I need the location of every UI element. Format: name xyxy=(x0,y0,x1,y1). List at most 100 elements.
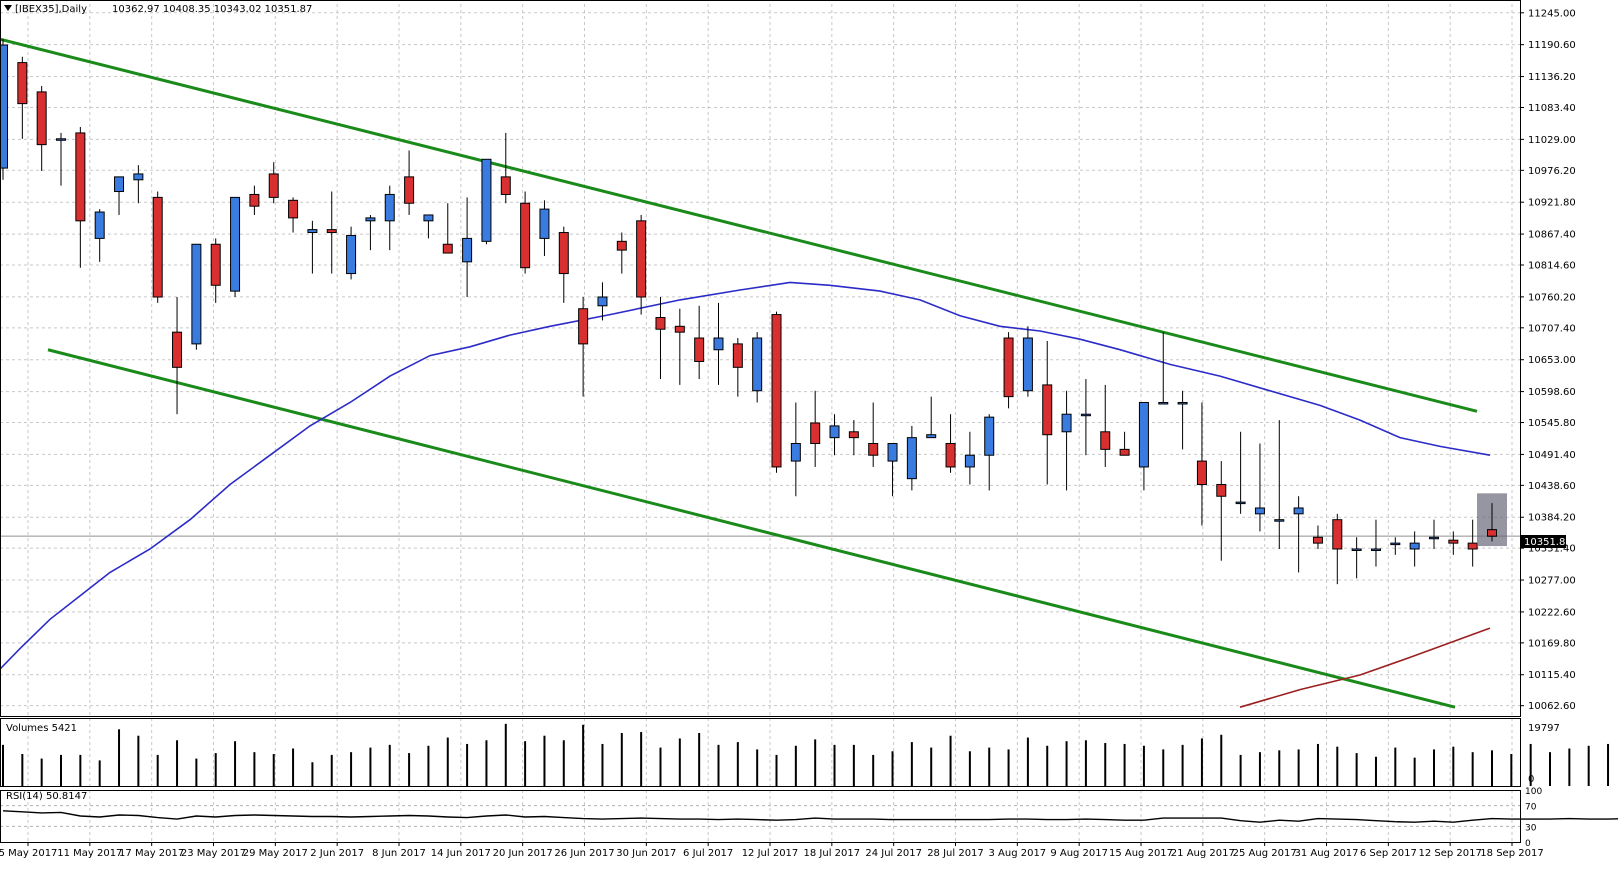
volume-max-label: 19797 xyxy=(1528,723,1560,734)
x-tick-label: 6 Jul 2017 xyxy=(683,848,733,859)
candle-body-bull xyxy=(230,196,241,292)
y-tick-label: 10598.60 xyxy=(1528,387,1576,398)
candle-body-bull xyxy=(790,443,801,462)
rsi-tick-label: 70 xyxy=(1525,803,1537,813)
candle-body-bear xyxy=(404,176,415,204)
candle-body-bear xyxy=(694,337,705,362)
x-tick-label: 2 Jun 2017 xyxy=(310,848,364,859)
candle-body-bull xyxy=(462,237,473,263)
x-tick-label: 11 May 2017 xyxy=(57,848,122,859)
candle-body-bull xyxy=(0,44,8,169)
candle-body-bull xyxy=(964,454,975,468)
candle-body-bull xyxy=(1428,536,1439,540)
x-tick-label: 20 Jun 2017 xyxy=(493,848,553,859)
candle-body-bull xyxy=(906,437,917,480)
x-tick-label: 14 Jun 2017 xyxy=(431,848,491,859)
candle-body-bear xyxy=(172,331,183,368)
candlesticks xyxy=(0,39,1507,585)
x-tick-label: 23 May 2017 xyxy=(181,848,246,859)
chart-menu-arrow-icon[interactable] xyxy=(4,5,12,11)
volumes-label: Volumes 5421 xyxy=(6,723,77,734)
candle-body-bull xyxy=(1138,401,1149,468)
candle-body-bull xyxy=(1080,413,1091,417)
candle-body-bull xyxy=(384,193,395,222)
candle-body-bull xyxy=(94,211,105,239)
y-tick-label: 10814.60 xyxy=(1528,261,1576,272)
candle-body-bear xyxy=(1467,542,1478,550)
y-tick-label: 10976.20 xyxy=(1528,166,1576,177)
main-panel-frame xyxy=(0,0,1521,717)
y-tick-label: 10277.00 xyxy=(1528,576,1576,587)
candle-body-bull xyxy=(752,337,763,392)
candle-body-bull xyxy=(1351,548,1362,551)
candle-body-bear xyxy=(578,308,589,345)
x-tick-label: 31 Aug 2017 xyxy=(1294,848,1358,859)
candle-body-bull xyxy=(307,229,318,234)
candle-body-bull xyxy=(1370,548,1381,551)
candle-body-bear xyxy=(520,202,531,269)
y-tick-label: 10115.40 xyxy=(1528,670,1576,681)
x-tick-label: 3 Aug 2017 xyxy=(988,848,1046,859)
candle-body-bear xyxy=(868,443,879,456)
candle-body-bear xyxy=(326,229,337,234)
x-tick-label: 26 Jun 2017 xyxy=(554,848,614,859)
current-price-tag xyxy=(1521,535,1566,548)
x-tick-label: 12 Jul 2017 xyxy=(742,848,799,859)
x-tick-label: 12 Sep 2017 xyxy=(1418,848,1481,859)
grid xyxy=(0,4,1520,842)
x-tick-label: 28 Jul 2017 xyxy=(927,848,984,859)
x-tick-label: 24 Jul 2017 xyxy=(865,848,922,859)
moving-average-red xyxy=(1239,627,1491,708)
candle-body-bear xyxy=(655,317,666,330)
volume-zero-label: 0 xyxy=(1528,774,1534,785)
candle-body-bear xyxy=(1487,529,1497,537)
y-tick-label: 10760.20 xyxy=(1528,292,1576,303)
candle-body-bear xyxy=(17,62,28,105)
y-tick-label: 11190.60 xyxy=(1528,40,1576,51)
x-tick-label: 18 Jul 2017 xyxy=(804,848,861,859)
x-tick-label: 6 Sep 2017 xyxy=(1360,848,1417,859)
candle-body-bull xyxy=(887,443,898,462)
rsi-label: RSI(14) 50.8147 xyxy=(6,791,87,802)
moving-averages xyxy=(0,281,1491,708)
candle-body-bear xyxy=(442,243,453,254)
candle-body-bull xyxy=(1390,542,1401,546)
rsi-line xyxy=(2,810,1618,823)
candle-body-bear xyxy=(1042,384,1053,436)
moving-average-blue xyxy=(0,281,1491,670)
candle-body-bull xyxy=(56,138,67,141)
candle-body-bear xyxy=(771,314,782,468)
y-tick-label: 10331.40 xyxy=(1528,544,1576,555)
candle-body-bear xyxy=(1196,460,1207,486)
candle-body-bull xyxy=(1409,542,1420,550)
volume-bars xyxy=(2,723,1610,786)
rsi-panel-frame xyxy=(0,790,1521,843)
candle-body-bull xyxy=(1254,507,1265,515)
y-tick-label: 10438.60 xyxy=(1528,481,1576,492)
ohlc-readout: 10362.97 10408.35 10343.02 10351.87 xyxy=(112,4,312,15)
channel-upper-line xyxy=(0,37,1478,413)
candle-body-bear xyxy=(152,196,163,298)
axes: 11245.00 11190.60 11136.20 11083.40 11029.00… xyxy=(0,0,1576,859)
x-tick-label: 30 Jun 2017 xyxy=(616,848,676,859)
candle-body-bear xyxy=(1003,337,1014,398)
y-tick-label: 11245.00 xyxy=(1528,8,1576,19)
x-tick-label: 18 Sep 2017 xyxy=(1480,848,1543,859)
candle-body-bear xyxy=(674,325,685,333)
y-tick-label: 11136.20 xyxy=(1528,72,1576,83)
candle-body-bull xyxy=(481,158,492,242)
candle-body-bear xyxy=(75,132,86,222)
candle-body-bear xyxy=(1312,536,1323,544)
y-tick-label: 10222.60 xyxy=(1528,607,1576,618)
candle-body-bull xyxy=(1235,501,1246,505)
y-tick-label: 10062.60 xyxy=(1528,701,1576,712)
candle-body-bull xyxy=(1022,337,1033,392)
y-tick-label: 10653.00 xyxy=(1528,355,1576,366)
candle-body-bull xyxy=(365,217,376,222)
candle-body-bull xyxy=(133,173,144,181)
candle-body-bear xyxy=(268,173,279,198)
x-tick-label: 8 Jun 2017 xyxy=(372,848,426,859)
candle-body-bull xyxy=(926,434,937,439)
candle-body-bear xyxy=(1448,539,1459,544)
